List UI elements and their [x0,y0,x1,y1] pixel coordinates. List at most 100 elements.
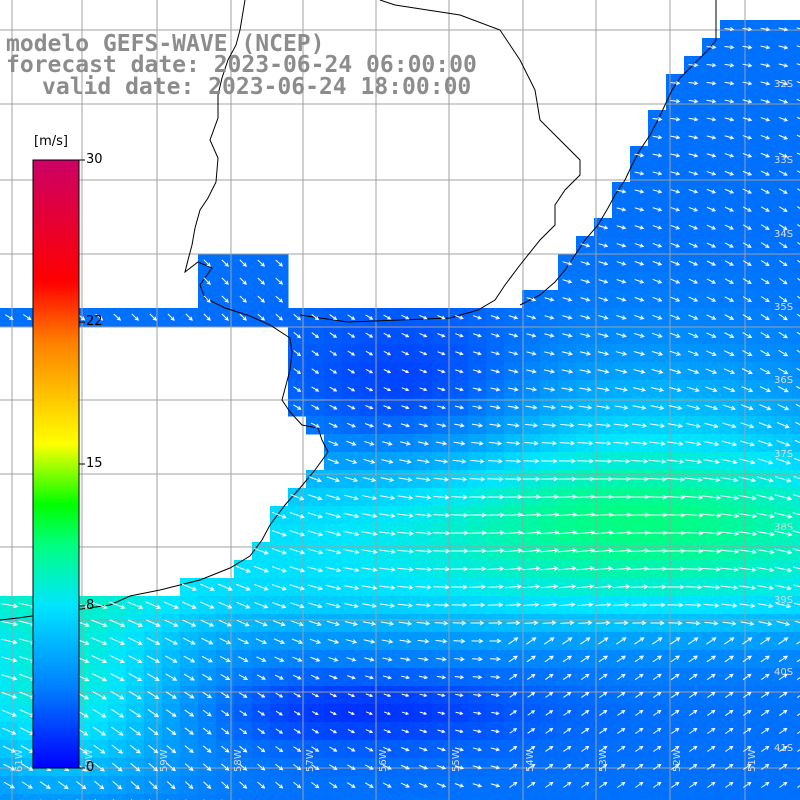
wind-arrow [293,692,301,698]
wind-arrow [221,277,229,285]
wind-arrow [165,673,177,681]
wind-arrow-head [153,730,159,736]
wind-arrow-head [551,422,557,428]
wind-arrow-head [135,749,141,754]
wind-arrow-head [621,727,626,732]
wind-arrow-head [442,441,448,446]
wind-arrow [92,726,106,736]
wind-arrow-head [536,512,542,518]
wind-arrow-head [513,387,519,392]
wind-arrow [414,531,432,535]
wind-arrow-head [207,693,213,699]
wind-arrow-head [263,604,269,609]
wind-arrow [778,637,788,645]
wind-arrow-head [608,476,613,482]
wind-arrow-head [693,243,699,248]
wind-arrow [652,242,662,248]
wind-arrow-head [711,207,717,212]
wind-arrow-head [734,513,740,519]
wind-arrow [419,351,427,355]
wind-arrow-head [101,731,106,736]
wind-arrow-head [261,730,266,734]
wind-arrow-head [135,766,141,772]
wind-arrow [563,746,571,752]
speed-cell [792,650,800,669]
wind-arrow-head [603,333,609,338]
speed-cell [792,74,800,93]
wind-arrow-head [387,693,392,698]
wind-arrow [760,63,770,67]
wind-arrow [383,711,391,715]
wind-arrow-head [535,566,541,571]
wind-arrow-head [568,387,574,392]
wind-arrow-head [513,781,518,786]
wind-arrow [611,514,631,516]
wind-arrow-head [513,692,518,696]
wind-arrow [797,749,800,752]
wind-arrow [473,729,481,733]
wind-arrow-head [783,298,788,303]
wind-arrow-head [677,423,683,429]
wind-arrow-head [316,639,322,644]
wind-arrow-head [769,585,774,591]
wind-arrow [311,368,319,374]
wind-arrow-head [369,387,374,392]
wind-arrow-head [206,730,212,735]
wind-arrow-head [496,656,501,662]
wind-arrow [527,728,535,734]
wind-arrow [185,781,193,789]
wind-arrow [0,602,18,608]
wind-arrow [347,350,355,356]
wind-arrow [257,781,265,789]
wind-arrow [361,513,377,517]
title-forecast-date: forecast date: 2023-06-24 06:00:00 [6,52,477,78]
wind-arrow [652,135,662,139]
wind-arrow-head [318,531,324,537]
wind-arrow [311,314,319,320]
wind-arrow [631,604,647,606]
wind-arrow [419,332,427,338]
wind-arrow [724,655,734,663]
wind-arrow-head [260,784,266,789]
speed-cell [792,56,800,75]
wind-arrow [615,369,627,373]
wind-arrow [739,603,755,607]
wind-arrow [490,676,500,678]
wind-arrow-head [549,728,554,732]
wind-arrow-head [658,369,664,374]
wind-arrow [221,313,229,321]
wind-arrow [526,637,536,645]
wind-arrow [707,710,715,716]
wind-arrow [796,63,800,66]
wind-arrow-head [333,693,338,698]
wind-arrow [274,674,284,680]
wind-arrow-head [460,656,465,662]
wind-arrow [311,332,319,338]
wind-arrow [797,785,800,788]
wind-arrow-head [441,405,446,410]
speed-cell [792,668,800,687]
wind-arrow-head [711,781,716,786]
wind-arrow-head [260,748,266,753]
wind-arrow [257,259,265,267]
wind-arrow-head [621,243,627,248]
wind-arrow-head [639,225,645,230]
wind-arrow [346,782,356,788]
wind-arrow-head [603,637,609,642]
wind-arrow-head [297,405,302,410]
wind-arrow-head [734,531,740,537]
wind-arrow-head [224,766,230,771]
wind-arrow [199,583,215,591]
wind-arrow-head [226,640,232,645]
wind-arrow-head [173,622,179,627]
wind-arrow-head [445,566,451,572]
wind-arrow-head [278,766,284,771]
wind-arrow [397,513,413,517]
wind-arrow-head [479,620,485,626]
wind-arrow [688,278,698,284]
wind-arrow [257,692,265,698]
longitude-label: 51W [747,749,758,772]
wind-arrow [329,764,337,770]
wind-arrow-head [408,603,414,608]
wind-arrow-head [371,603,377,608]
